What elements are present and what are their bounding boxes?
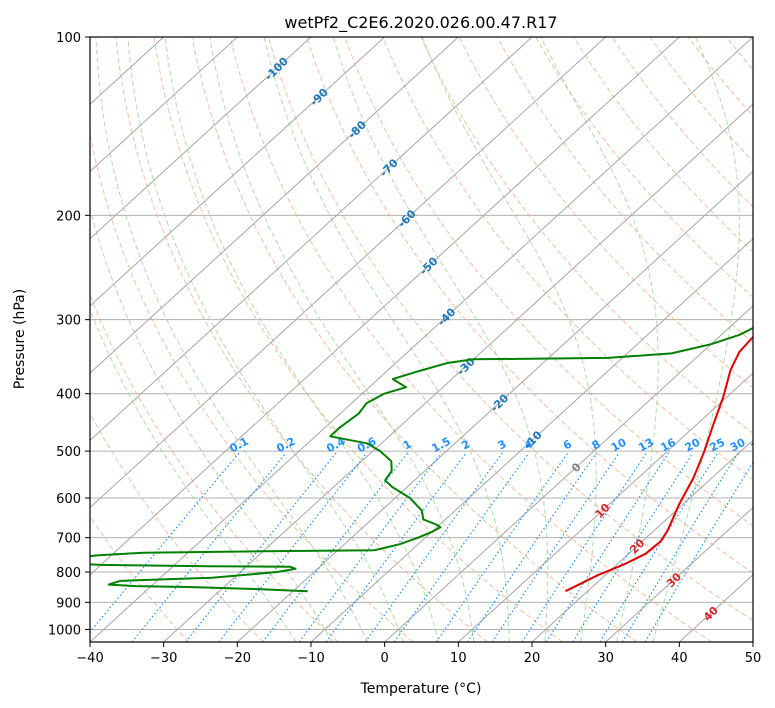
mixing-ratio-line — [393, 452, 530, 642]
mixing-ratio-line — [572, 452, 694, 642]
y-tick-label: 100 — [56, 31, 81, 46]
moist-adiabat — [90, 307, 297, 642]
temperature-profile-line — [565, 335, 753, 593]
mixing-ratio-lines — [90, 452, 753, 642]
isotherm — [605, 506, 753, 642]
mixing-ratio-label: 16 — [658, 436, 678, 455]
isotherm — [90, 37, 312, 240]
dry-adiabat — [306, 37, 753, 574]
dry-adiabat — [115, 37, 488, 642]
y-axis-ticks: 100 200 300 400 500 600 700 800 900 1000 — [48, 31, 90, 638]
y-tick-label: 700 — [56, 532, 81, 547]
moist-adiabat — [421, 37, 597, 642]
x-tick-label: −20 — [224, 651, 251, 666]
mixing-ratio-line — [644, 461, 753, 642]
mixing-ratio-line — [325, 452, 467, 642]
chart-title: wetPf2_C2E6.2020.026.00.47.R17 — [284, 13, 557, 33]
mixing-ratio-line — [90, 452, 240, 633]
dry-adiabat — [90, 131, 414, 642]
mixing-ratio-line — [131, 452, 287, 642]
mixing-ratio-label: 10 — [609, 436, 629, 455]
mixing-ratio-line — [545, 452, 670, 642]
mixing-ratio-label: 36 — [749, 436, 769, 455]
y-tick-label: 900 — [56, 596, 81, 611]
x-tick-label: 10 — [450, 651, 467, 666]
isotherm — [90, 37, 680, 576]
isotherm — [90, 37, 238, 173]
moist-adiabat — [263, 37, 510, 642]
profile-series — [90, 326, 753, 593]
isotherm — [90, 37, 533, 442]
isotherm — [310, 237, 753, 642]
y-tick-label: 300 — [56, 314, 81, 329]
isotherms — [90, 37, 753, 642]
dry-adiabat — [611, 37, 753, 208]
isotherm — [457, 372, 753, 642]
x-tick-label: 0 — [381, 651, 389, 666]
mixing-ratio-line — [521, 452, 647, 642]
mixing-ratio-line — [298, 452, 442, 642]
dry-adiabat — [90, 515, 190, 642]
dry-adiabat — [458, 37, 753, 389]
y-tick-label: 500 — [56, 445, 81, 460]
mixing-ratio-label: 13 — [636, 436, 656, 455]
mixing-ratio-line — [185, 452, 337, 642]
x-tick-label: −40 — [76, 651, 103, 666]
moist-adiabat — [652, 37, 740, 642]
moist-adiabat — [209, 37, 475, 642]
isotherm — [531, 439, 753, 642]
isotherm — [90, 37, 607, 509]
x-tick-label: 20 — [524, 651, 541, 666]
y-tick-label: 1000 — [48, 623, 81, 638]
y-axis-label: Pressure (hPa) — [12, 289, 28, 389]
x-tick-label: −30 — [150, 651, 177, 666]
x-axis-label: Temperature (°C) — [360, 681, 482, 697]
dry-adiabat — [535, 37, 753, 298]
dry-adiabat — [268, 37, 753, 622]
x-tick-label: 50 — [745, 651, 762, 666]
x-tick-label: −10 — [297, 651, 324, 666]
isotherm — [90, 37, 386, 307]
dry-adiabat — [382, 37, 753, 481]
mixing-ratio-label: 30 — [728, 436, 748, 455]
isotherm — [384, 305, 753, 642]
mixing-ratio-line — [491, 452, 620, 642]
x-tick-label: 30 — [597, 651, 614, 666]
isotherm — [90, 37, 459, 374]
plot-frame — [89, 36, 754, 643]
dry-adiabat — [229, 37, 712, 642]
x-axis-ticks: −40 −30 −20 −10 0 10 20 30 40 50 — [76, 642, 761, 666]
isotherm — [90, 37, 753, 642]
mixing-ratio-label: 25 — [707, 436, 727, 455]
moist-adiabat — [332, 37, 549, 642]
plot-area: 0.10.20.40.611.52346810131620253036-100-… — [90, 37, 769, 642]
y-tick-label: 200 — [56, 209, 81, 224]
mixing-ratio-label: 20 — [683, 436, 703, 455]
dry-adiabat — [344, 37, 753, 527]
dry-adiabat — [496, 37, 753, 344]
pressure-gridlines — [90, 37, 753, 630]
mixing-ratio-line — [621, 452, 739, 642]
isotherm — [236, 170, 753, 642]
y-tick-label: 400 — [56, 388, 81, 403]
y-tick-label: 600 — [56, 492, 81, 507]
isotherm — [163, 103, 753, 642]
dry-adiabat — [191, 37, 638, 642]
mixing-ratio-line — [364, 452, 503, 642]
dry-adiabat — [90, 293, 339, 642]
moist-adiabat — [164, 37, 439, 642]
y-tick-label: 800 — [56, 566, 81, 581]
dewpoint-profile-line — [90, 326, 753, 593]
x-tick-label: 40 — [671, 651, 688, 666]
mixing-ratio-line — [599, 452, 719, 642]
moist-adiabat — [90, 206, 333, 642]
